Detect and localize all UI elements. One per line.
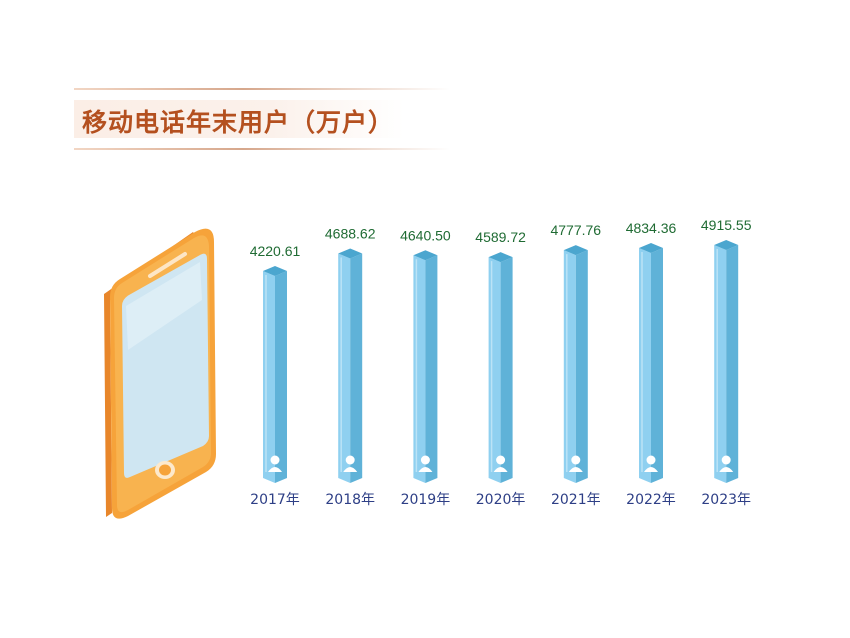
- bar-front-face: [263, 271, 275, 483]
- bar-side-face: [425, 255, 438, 483]
- bar-2020年: 4589.72 2020年: [475, 229, 526, 508]
- bar-top-face: [488, 252, 513, 263]
- bar-top-face: [338, 248, 363, 259]
- bar-front-face: [488, 257, 501, 483]
- title-band: [74, 100, 404, 138]
- bar-2023年: 4915.55 2023年: [701, 217, 752, 508]
- bar-front-face: [639, 247, 651, 483]
- data-label: 4589.72: [475, 229, 526, 245]
- data-label: 4915.55: [701, 217, 752, 233]
- user-avatar-icon: [343, 455, 358, 472]
- title-banner: 移动电话年末用户（万户）: [74, 88, 450, 150]
- data-label: 4640.50: [400, 227, 451, 243]
- user-avatar-icon: [493, 455, 508, 472]
- user-avatar-icon: [268, 455, 282, 472]
- mobile-phone-icon: [104, 228, 216, 519]
- bar-top-face: [714, 239, 739, 250]
- bar-top-face: [413, 250, 438, 261]
- x-tick-label: 2018年: [325, 492, 375, 508]
- x-tick-label: 2020年: [476, 492, 526, 508]
- bar-side-face: [350, 253, 363, 483]
- bar-top-face: [563, 245, 588, 256]
- bar-2022年: 4834.36 2022年: [626, 220, 677, 508]
- bar-2019年: 4640.50 2019年: [400, 227, 451, 508]
- x-tick-label: 2017年: [250, 492, 300, 508]
- bar-side-face: [575, 250, 588, 483]
- bar-front-face: [413, 255, 426, 483]
- bar-top-face: [263, 266, 287, 276]
- title-rule-bottom: [74, 148, 450, 150]
- user-avatar-icon: [418, 455, 433, 472]
- bar-front-face: [714, 244, 727, 483]
- x-tick-label: 2019年: [401, 492, 451, 508]
- x-tick-label: 2023年: [701, 492, 751, 508]
- bar-front-face: [563, 250, 576, 483]
- bar-2021年: 4777.76 2021年: [550, 222, 601, 508]
- user-avatar-icon: [719, 455, 734, 472]
- x-tick-label: 2022年: [626, 492, 676, 508]
- bar-2018年: 4688.62 2018年: [325, 225, 376, 508]
- bar-2017年: 4220.61 2017年: [250, 243, 301, 508]
- bar-side-face: [500, 257, 513, 483]
- bar-side-face: [651, 247, 663, 483]
- bar-side-face: [726, 244, 739, 483]
- title-rule-top: [74, 88, 450, 90]
- data-label: 4777.76: [550, 222, 601, 238]
- bar-side-face: [275, 271, 287, 483]
- page-title: 移动电话年末用户（万户）: [82, 108, 395, 137]
- data-label: 4834.36: [626, 220, 677, 236]
- x-tick-label: 2021年: [551, 492, 601, 508]
- bar-top-face: [639, 242, 663, 253]
- data-label: 4688.62: [325, 225, 376, 241]
- user-avatar-icon: [568, 455, 583, 472]
- data-label: 4220.61: [250, 243, 301, 259]
- user-avatar-icon: [644, 455, 658, 472]
- bar-front-face: [338, 253, 351, 483]
- bars-layer: 4220.61 2017年 4688.62 2018年 4640.50 2019年 4589…: [250, 217, 752, 508]
